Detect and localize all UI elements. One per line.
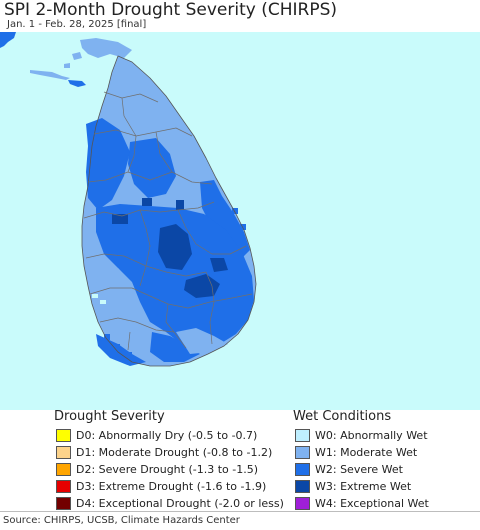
- w3-patch-3: [176, 200, 184, 210]
- legend-item-d2: D2: Severe Drought (-1.3 to -1.5): [56, 461, 284, 478]
- sri-lanka-map: [0, 32, 480, 410]
- legend-label-w4: W4: Exceptional Wet: [315, 497, 429, 510]
- adams-bridge: [30, 70, 70, 80]
- coastal-pixels: [104, 208, 246, 358]
- swatch-w1: [295, 446, 310, 459]
- legend-item-w0: W0: Abnormally Wet: [295, 427, 429, 444]
- w3-patch-1: [112, 214, 128, 224]
- swatch-d0: [56, 429, 71, 442]
- w2-southwest-coast: [96, 334, 146, 366]
- swatch-w4: [295, 497, 310, 510]
- india-landmass: [0, 32, 16, 48]
- map-title: SPI 2-Month Drought Severity (CHIRPS): [4, 0, 338, 20]
- mannar-island: [68, 80, 86, 87]
- legend-item-d1: D1: Moderate Drought (-0.8 to -1.2): [56, 444, 284, 461]
- w2-east-coast: [200, 180, 250, 258]
- light-pixels: [92, 294, 106, 304]
- legend-item-w1: W1: Moderate Wet: [295, 444, 429, 461]
- swatch-d4: [56, 497, 71, 510]
- legend-label-d4: D4: Exceptional Drought (-2.0 or less): [76, 497, 284, 510]
- legend-item-w2: W2: Severe Wet: [295, 461, 429, 478]
- legend-item-d0: D0: Abnormally Dry (-0.5 to -0.7): [56, 427, 284, 444]
- legend-item-w3: W3: Extreme Wet: [295, 478, 429, 495]
- district-boundaries: [81, 55, 257, 367]
- wet-legend-title: Wet Conditions: [293, 409, 392, 424]
- jaffna-islets: [64, 52, 82, 68]
- legend-label-w1: W1: Moderate Wet: [315, 446, 418, 459]
- legend-label-w2: W2: Severe Wet: [315, 463, 403, 476]
- drought-legend: D0: Abnormally Dry (-0.5 to -0.7) D1: Mo…: [56, 427, 284, 512]
- map-subtitle: Jan. 1 - Feb. 28, 2025 [final]: [7, 19, 147, 30]
- swatch-d1: [56, 446, 71, 459]
- legend-item-d4: D4: Exceptional Drought (-2.0 or less): [56, 495, 284, 512]
- legend-item-d3: D3: Extreme Drought (-1.6 to -1.9): [56, 478, 284, 495]
- w3-central-highlands: [158, 224, 192, 270]
- w2-central-north: [128, 138, 176, 198]
- w2-south-central: [150, 332, 200, 362]
- w3-uva: [184, 274, 220, 298]
- source-credit: Source: CHIRPS, UCSB, Climate Hazards Ce…: [3, 515, 240, 526]
- legend-label-d2: D2: Severe Drought (-1.3 to -1.5): [76, 463, 259, 476]
- w2-central-south: [96, 204, 254, 350]
- w2-northwest: [86, 118, 130, 210]
- w3-patch-2: [142, 198, 152, 206]
- swatch-d2: [56, 463, 71, 476]
- wet-legend: W0: Abnormally Wet W1: Moderate Wet W2: …: [295, 427, 429, 512]
- legend-item-w4: W4: Exceptional Wet: [295, 495, 429, 512]
- ocean: [0, 32, 480, 410]
- drought-legend-title: Drought Severity: [54, 409, 165, 424]
- swatch-w3: [295, 480, 310, 493]
- swatch-w2: [295, 463, 310, 476]
- swatch-d3: [56, 480, 71, 493]
- legend-label-d1: D1: Moderate Drought (-0.8 to -1.2): [76, 446, 273, 459]
- w1-west-interior: [94, 268, 146, 336]
- swatch-w0: [295, 429, 310, 442]
- legend-label-w0: W0: Abnormally Wet: [315, 429, 428, 442]
- legend-label-d0: D0: Abnormally Dry (-0.5 to -0.7): [76, 429, 258, 442]
- legend-label-w3: W3: Extreme Wet: [315, 480, 412, 493]
- w3-east: [210, 258, 228, 272]
- footer-divider: [0, 511, 480, 512]
- w1-south-interior: [176, 328, 228, 354]
- jaffna-peninsula: [80, 38, 132, 58]
- legend-label-d3: D3: Extreme Drought (-1.6 to -1.9): [76, 480, 267, 493]
